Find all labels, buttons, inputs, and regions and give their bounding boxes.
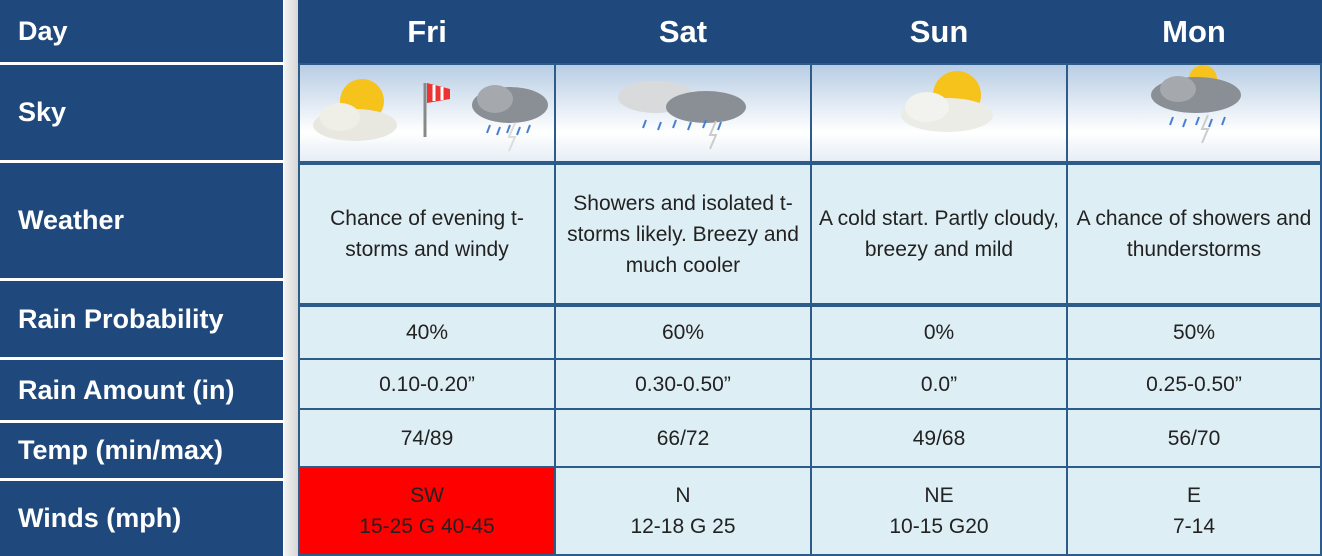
- wind-cell: E 7-14: [1066, 466, 1322, 556]
- data-cell: 66/72: [554, 408, 812, 468]
- data-cell: Showers and isolated t-storms likely. Br…: [554, 163, 812, 305]
- data-cell: 0%: [810, 305, 1068, 360]
- data-cell: 50%: [1066, 305, 1322, 360]
- data-cell: 49/68: [810, 408, 1068, 468]
- data-cell: Chance of evening t-storms and windy: [298, 163, 556, 305]
- row-label: Winds (mph): [0, 481, 283, 556]
- day-header: Fri: [298, 0, 556, 63]
- icon: [618, 81, 746, 150]
- data-cell: 0.0”: [810, 358, 1068, 410]
- wind-cell: NE 10-15 G20: [810, 466, 1068, 556]
- data-cell: 40%: [298, 305, 556, 360]
- wind-line: NE: [924, 484, 954, 507]
- wind-line: 12-18 G 25: [630, 515, 736, 538]
- wind-line: 15-25 G 40-45: [359, 515, 495, 538]
- row-label: Sky: [0, 65, 283, 160]
- row-label: Rain Amount (in): [0, 360, 283, 420]
- divider-strip: [284, 0, 298, 556]
- wind-cell: N 12-18 G 25: [554, 466, 812, 556]
- sky-icon-mon: [1066, 63, 1322, 163]
- row-label: Day: [0, 0, 283, 62]
- day-header: Sun: [810, 0, 1068, 63]
- row-label: Temp (min/max): [0, 423, 283, 478]
- sky-icon-sun: [810, 63, 1068, 163]
- icon: [901, 71, 993, 132]
- data-cell: 74/89: [298, 408, 556, 468]
- sky-icon-sat: [554, 63, 812, 163]
- icon: [1151, 65, 1241, 144]
- day-header: Mon: [1066, 0, 1322, 63]
- wind-line: SW: [410, 484, 444, 507]
- icon: [313, 79, 548, 152]
- wind-line: 10-15 G20: [889, 515, 989, 538]
- data-cell: 56/70: [1066, 408, 1322, 468]
- data-cell: 0.10-0.20”: [298, 358, 556, 410]
- wind-line: E: [1186, 484, 1201, 507]
- row-label: Rain Probability: [0, 281, 283, 357]
- data-cell: 0.30-0.50”: [554, 358, 812, 410]
- data-cell: A chance of showers and thunderstorms: [1066, 163, 1322, 305]
- sky-icon-fri: [298, 63, 556, 163]
- wind-cell: SW 15-25 G 40-45: [298, 466, 556, 556]
- data-cell: 60%: [554, 305, 812, 360]
- wind-line: N: [675, 484, 691, 507]
- wind-line: 7-14: [1172, 515, 1216, 538]
- data-cell: A cold start. Partly cloudy, breezy and …: [810, 163, 1068, 305]
- row-label: Weather: [0, 163, 283, 278]
- day-header: Sat: [554, 0, 812, 63]
- data-cell: 0.25-0.50”: [1066, 358, 1322, 410]
